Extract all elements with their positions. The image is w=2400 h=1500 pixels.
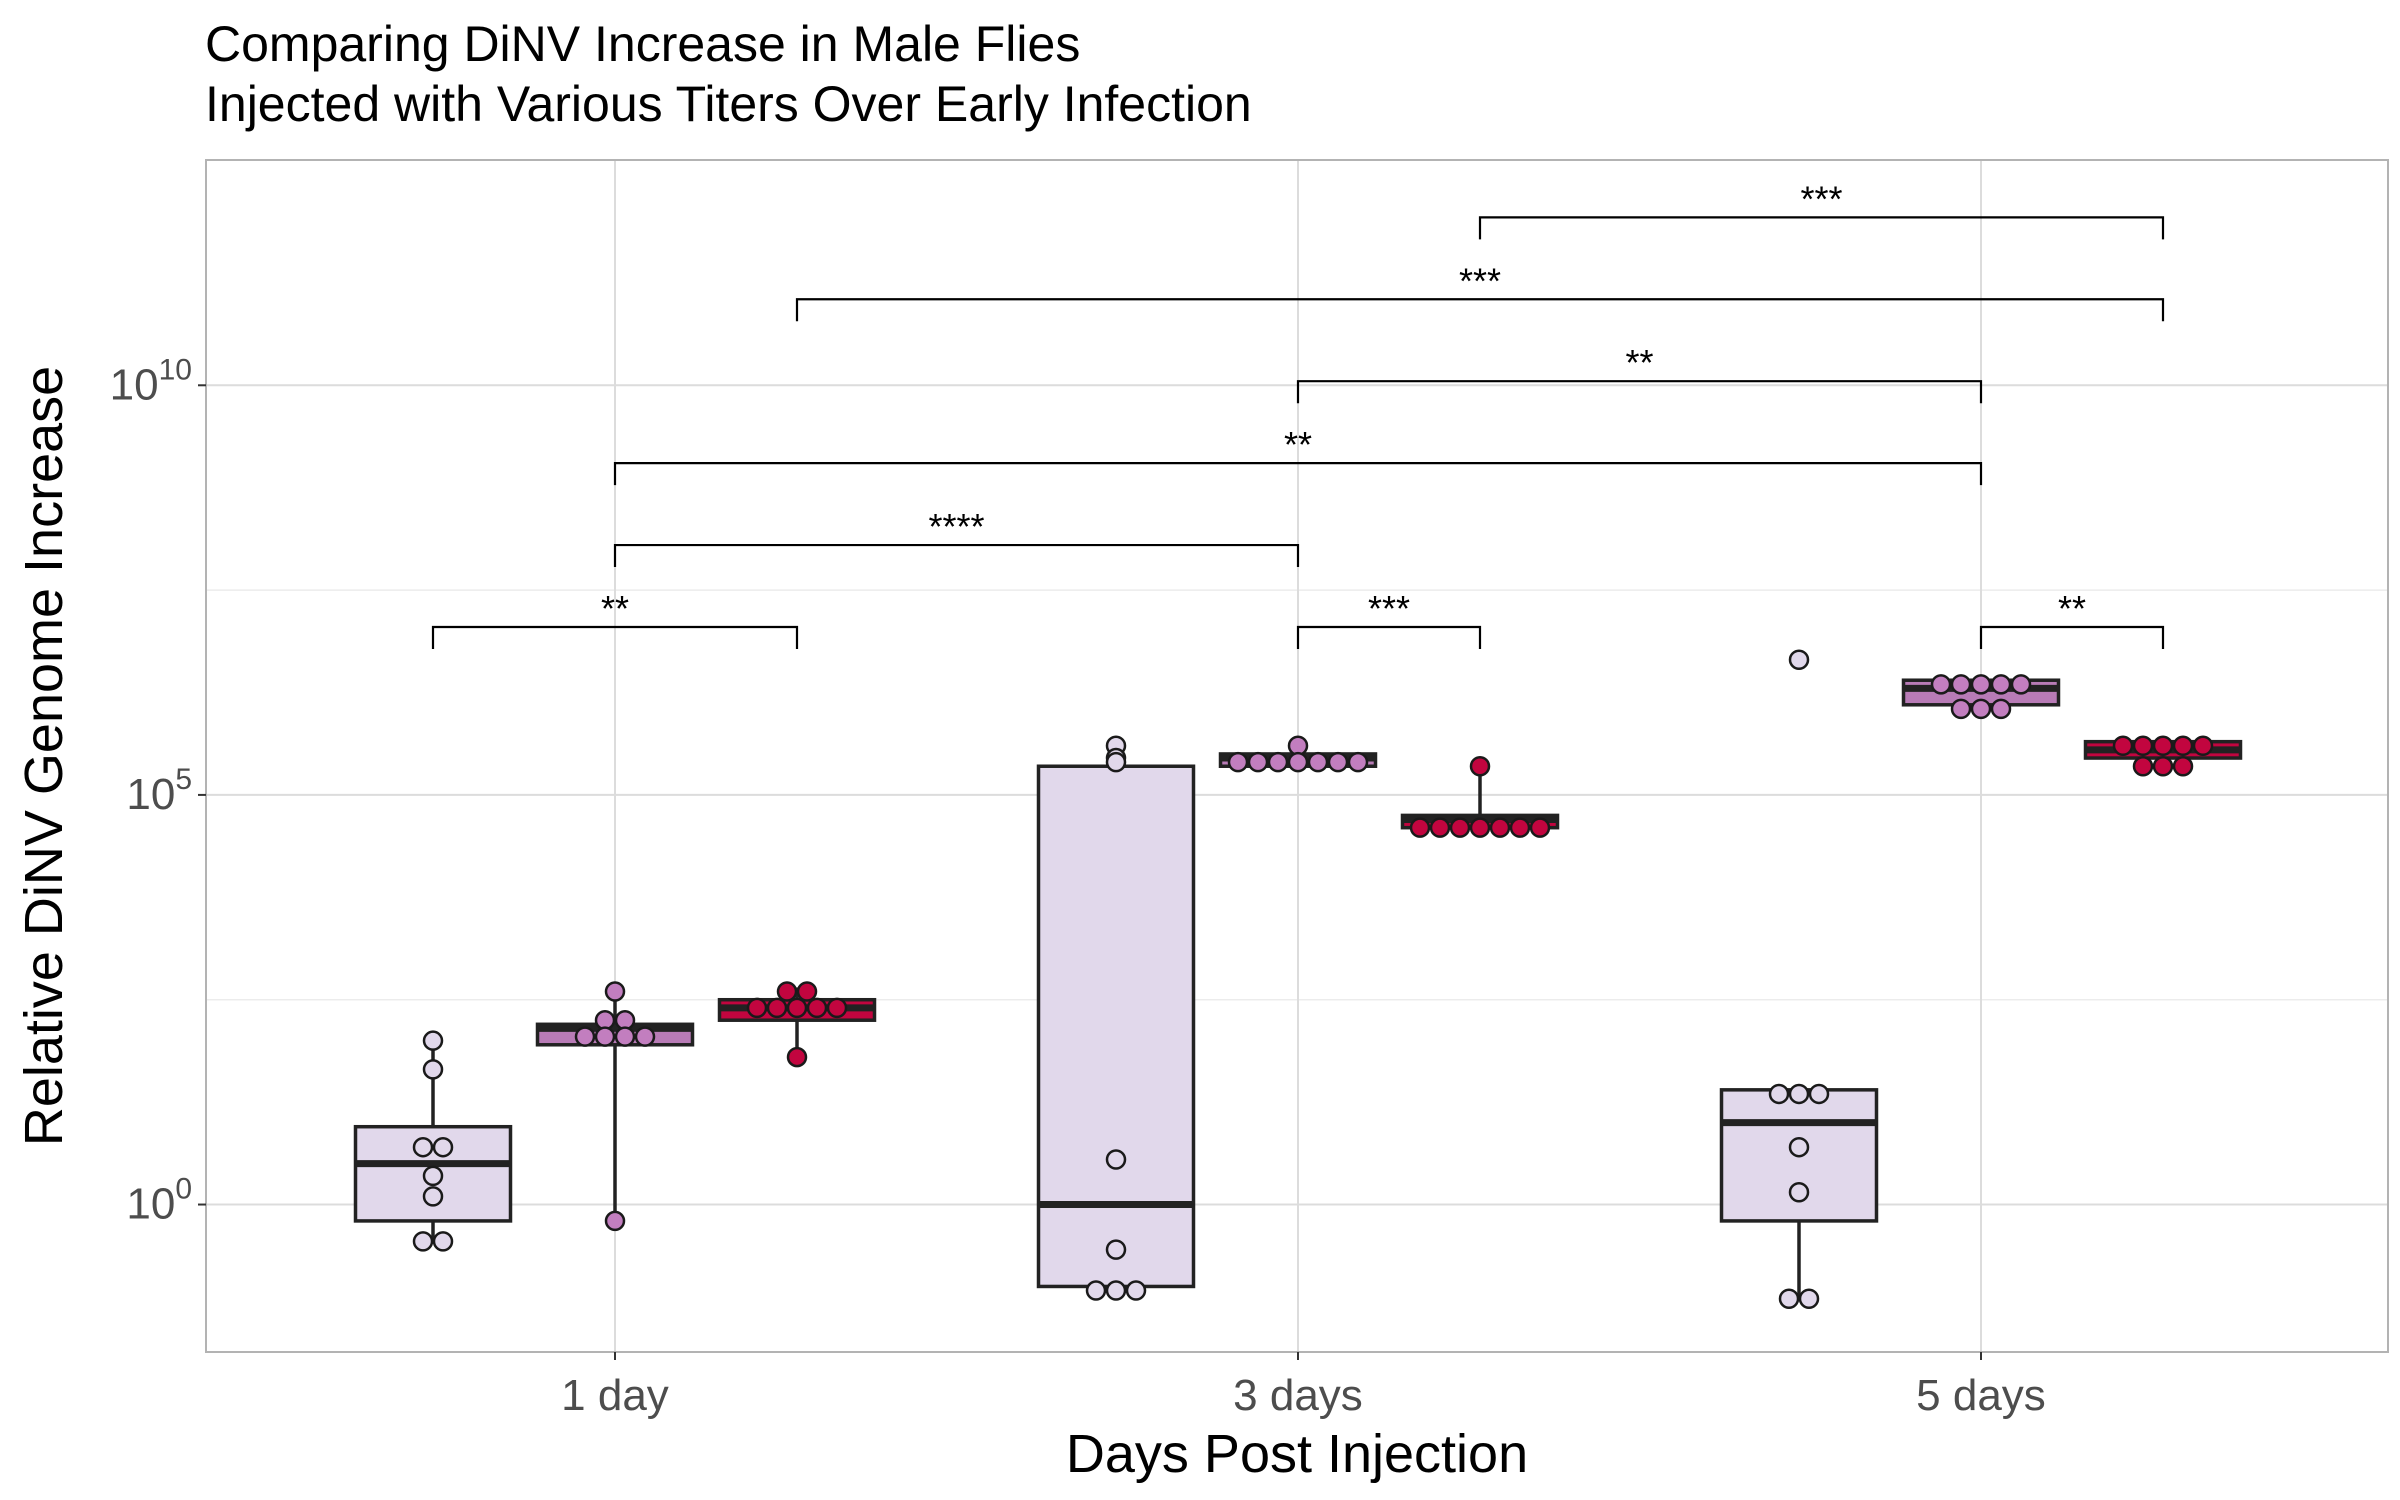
data-point-titer-low (1800, 1290, 1818, 1308)
data-point-titer-mid (2012, 675, 2030, 693)
data-point-titer-low (1790, 1085, 1808, 1103)
data-point-titer-high (2134, 757, 2152, 775)
data-point-titer-mid (1289, 753, 1307, 771)
significance-label: *** (1368, 588, 1410, 629)
significance-label: **** (928, 506, 984, 547)
y-axis-title: Relative DiNV Genome Increase (14, 366, 74, 1146)
data-point-titer-high (2154, 737, 2172, 755)
data-point-titer-mid (606, 983, 624, 1001)
x-axis-title: Days Post Injection (1066, 1424, 1528, 1484)
data-point-titer-high (1531, 819, 1549, 837)
significance-label: ** (1284, 424, 1312, 465)
data-point-titer-high (1451, 819, 1469, 837)
data-point-titer-mid (576, 1028, 594, 1046)
significance-label: *** (1800, 178, 1842, 219)
data-point-titer-mid (616, 1028, 634, 1046)
data-point-titer-mid (1349, 753, 1367, 771)
data-point-titer-high (2174, 737, 2192, 755)
data-point-titer-low (1107, 1241, 1125, 1259)
data-point-titer-low (434, 1138, 452, 1156)
data-point-titer-low (1127, 1282, 1145, 1300)
x-tick-label: 3 days (1233, 1371, 1363, 1420)
data-point-titer-low (1107, 1282, 1125, 1300)
data-point-titer-low (1810, 1085, 1828, 1103)
data-point-titer-high (1431, 819, 1449, 837)
data-point-titer-mid (1972, 700, 1990, 718)
data-point-titer-high (1471, 819, 1489, 837)
data-point-titer-high (2154, 757, 2172, 775)
data-point-titer-mid (1309, 753, 1327, 771)
box-iqr (1039, 766, 1194, 1286)
significance-label: ** (601, 588, 629, 629)
data-point-titer-high (748, 999, 766, 1017)
data-point-titer-low (414, 1138, 432, 1156)
data-point-titer-high (788, 999, 806, 1017)
data-point-titer-low (424, 1187, 442, 1205)
data-point-titer-low (1780, 1290, 1798, 1308)
data-point-titer-mid (596, 1028, 614, 1046)
data-point-titer-mid (1972, 675, 1990, 693)
data-point-titer-mid (636, 1028, 654, 1046)
data-point-titer-high (778, 983, 796, 1001)
data-point-titer-high (808, 999, 826, 1017)
data-point-titer-high (1411, 819, 1429, 837)
data-point-titer-high (1491, 819, 1509, 837)
data-point-titer-low (1790, 1183, 1808, 1201)
data-point-titer-high (1471, 757, 1489, 775)
data-point-titer-low (1790, 1138, 1808, 1156)
data-point-titer-low (1107, 1150, 1125, 1168)
data-point-titer-high (2174, 757, 2192, 775)
data-point-titer-high (2114, 737, 2132, 755)
y-tick-label: 1010 (110, 353, 192, 409)
data-point-titer-high (2194, 737, 2212, 755)
data-point-titer-mid (1249, 753, 1267, 771)
significance-label: ** (1625, 342, 1653, 383)
data-point-titer-high (788, 1048, 806, 1066)
data-point-titer-low (434, 1232, 452, 1250)
data-point-titer-low (1770, 1085, 1788, 1103)
data-point-titer-high (2134, 737, 2152, 755)
data-point-titer-low (1107, 753, 1125, 771)
data-point-titer-high (768, 999, 786, 1017)
data-point-titer-high (828, 999, 846, 1017)
data-point-titer-mid (1932, 675, 1950, 693)
data-point-titer-mid (1952, 700, 1970, 718)
data-point-titer-mid (1992, 675, 2010, 693)
x-tick-label: 1 day (561, 1371, 669, 1420)
y-tick-label: 105 (126, 763, 192, 819)
data-point-titer-mid (1329, 753, 1347, 771)
significance-label: *** (1459, 260, 1501, 301)
x-tick-label: 5 days (1916, 1371, 2046, 1420)
data-point-titer-low (424, 1060, 442, 1078)
data-point-titer-mid (1952, 675, 1970, 693)
data-point-titer-low (424, 1032, 442, 1050)
data-point-titer-mid (1269, 753, 1287, 771)
data-point-titer-high (798, 983, 816, 1001)
y-tick-label: 100 (126, 1173, 192, 1229)
data-point-titer-high (1511, 819, 1529, 837)
data-point-titer-mid (1992, 700, 2010, 718)
data-point-titer-low (1087, 1282, 1105, 1300)
significance-label: ** (2058, 588, 2086, 629)
data-point-titer-low (1790, 651, 1808, 669)
boxplot-titer-low-1 (1039, 766, 1194, 1286)
data-point-titer-low (414, 1232, 432, 1250)
data-point-titer-low (424, 1167, 442, 1185)
data-point-titer-mid (1229, 753, 1247, 771)
data-point-titer-mid (606, 1212, 624, 1230)
